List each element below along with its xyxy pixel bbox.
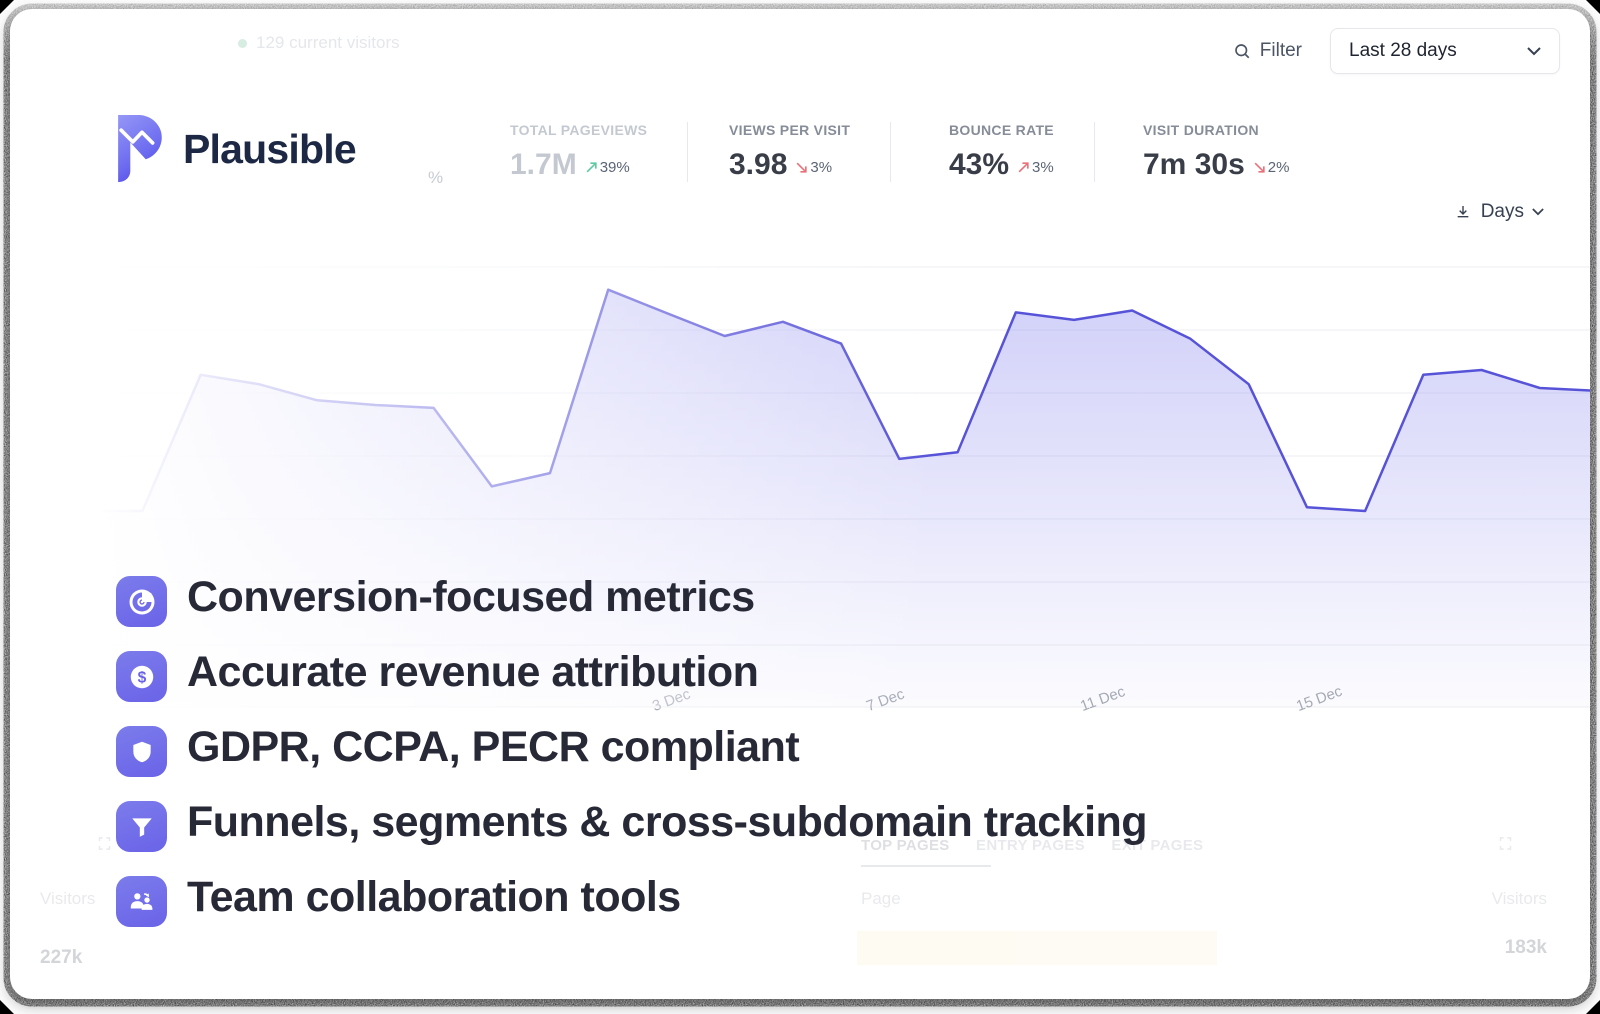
svg-text:$: $ [137,669,146,686]
